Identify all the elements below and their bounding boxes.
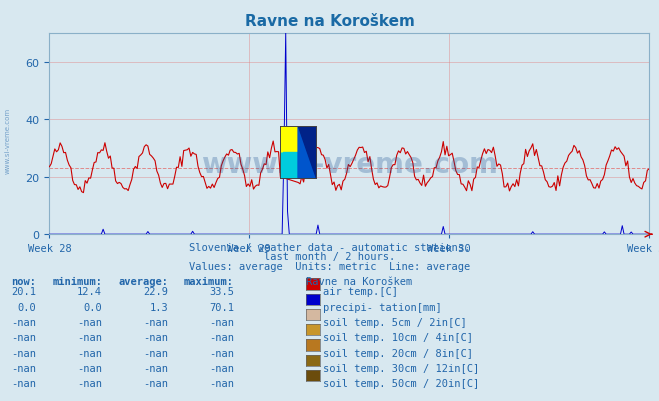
Text: -nan: -nan bbox=[11, 317, 36, 327]
Text: www.si-vreme.com: www.si-vreme.com bbox=[201, 150, 498, 178]
Text: 1.3: 1.3 bbox=[150, 302, 168, 312]
Text: 70.1: 70.1 bbox=[209, 302, 234, 312]
Text: -nan: -nan bbox=[11, 332, 36, 342]
Text: soil temp. 5cm / 2in[C]: soil temp. 5cm / 2in[C] bbox=[323, 317, 467, 327]
Text: soil temp. 50cm / 20in[C]: soil temp. 50cm / 20in[C] bbox=[323, 378, 479, 388]
Text: 33.5: 33.5 bbox=[209, 287, 234, 297]
Text: precipi- tation[mm]: precipi- tation[mm] bbox=[323, 302, 442, 312]
Polygon shape bbox=[298, 126, 316, 178]
Text: average:: average: bbox=[118, 277, 168, 287]
Text: air temp.[C]: air temp.[C] bbox=[323, 287, 398, 297]
Text: maximum:: maximum: bbox=[184, 277, 234, 287]
Text: -nan: -nan bbox=[77, 332, 102, 342]
Text: -nan: -nan bbox=[143, 332, 168, 342]
Text: -nan: -nan bbox=[209, 378, 234, 388]
Text: minimum:: minimum: bbox=[52, 277, 102, 287]
Text: -nan: -nan bbox=[143, 363, 168, 373]
Text: -nan: -nan bbox=[77, 363, 102, 373]
Text: -nan: -nan bbox=[11, 348, 36, 358]
Text: -nan: -nan bbox=[11, 363, 36, 373]
Polygon shape bbox=[298, 126, 316, 178]
Text: -nan: -nan bbox=[143, 378, 168, 388]
Text: 0.0: 0.0 bbox=[84, 302, 102, 312]
Text: -nan: -nan bbox=[209, 317, 234, 327]
Text: -nan: -nan bbox=[209, 332, 234, 342]
Text: www.si-vreme.com: www.si-vreme.com bbox=[5, 107, 11, 173]
Text: Ravne na Koroškem: Ravne na Koroškem bbox=[244, 14, 415, 29]
Text: 0.0: 0.0 bbox=[18, 302, 36, 312]
Text: Ravne na Koroškem: Ravne na Koroškem bbox=[306, 277, 413, 287]
Text: Slovenia / weather data - automatic stations.: Slovenia / weather data - automatic stat… bbox=[189, 243, 470, 253]
Text: -nan: -nan bbox=[143, 317, 168, 327]
Text: last month / 2 hours.: last month / 2 hours. bbox=[264, 252, 395, 262]
Text: -nan: -nan bbox=[143, 348, 168, 358]
Text: now:: now: bbox=[11, 277, 36, 287]
Text: -nan: -nan bbox=[77, 348, 102, 358]
Text: 12.4: 12.4 bbox=[77, 287, 102, 297]
Text: 20.1: 20.1 bbox=[11, 287, 36, 297]
Text: -nan: -nan bbox=[77, 378, 102, 388]
Text: 22.9: 22.9 bbox=[143, 287, 168, 297]
Text: -nan: -nan bbox=[11, 378, 36, 388]
Text: soil temp. 20cm / 8in[C]: soil temp. 20cm / 8in[C] bbox=[323, 348, 473, 358]
Polygon shape bbox=[280, 152, 298, 178]
Text: -nan: -nan bbox=[209, 348, 234, 358]
Text: -nan: -nan bbox=[77, 317, 102, 327]
Text: -nan: -nan bbox=[209, 363, 234, 373]
Text: soil temp. 10cm / 4in[C]: soil temp. 10cm / 4in[C] bbox=[323, 332, 473, 342]
Polygon shape bbox=[280, 148, 283, 152]
Text: soil temp. 30cm / 12in[C]: soil temp. 30cm / 12in[C] bbox=[323, 363, 479, 373]
Text: Values: average  Units: metric  Line: average: Values: average Units: metric Line: aver… bbox=[189, 261, 470, 271]
